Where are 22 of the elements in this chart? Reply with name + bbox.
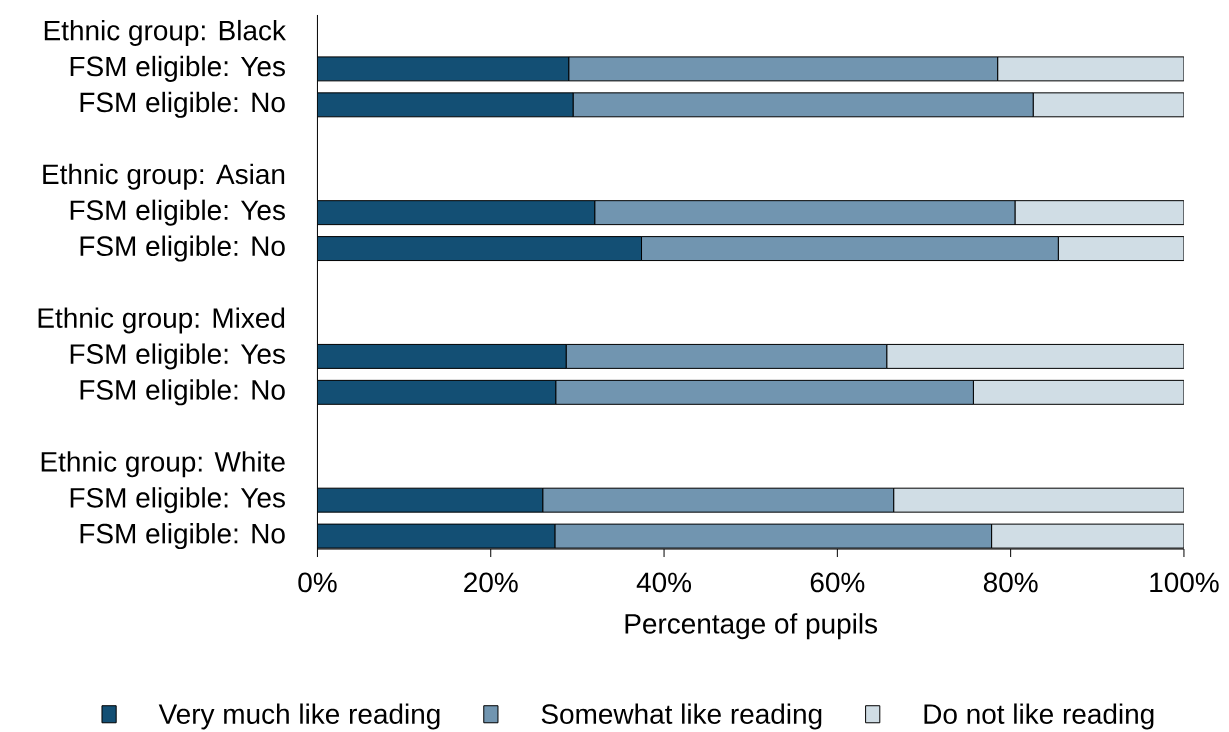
y-tick-label: Ethnic group: Black — [44, 19, 286, 47]
x-tick-label: 100% — [1150, 572, 1219, 593]
legend-label: Somewhat like reading — [541, 703, 822, 730]
legend-label: Do not like reading — [924, 703, 1154, 730]
y-tick-label: FSM eligible: Yes — [70, 199, 285, 226]
y-tick-label: Ethnic group: White — [41, 451, 285, 478]
x-axis-title: Percentage of pupils — [625, 613, 878, 640]
y-tick-label: FSM eligible: No — [80, 523, 285, 550]
y-tick-label: FSM eligible: Yes — [70, 343, 285, 370]
x-tick-label: 80% — [983, 572, 1038, 593]
y-tick-label: Ethnic group: Asian — [43, 163, 285, 190]
x-tick-label: 60% — [810, 572, 865, 593]
y-tick-label: FSM eligible: No — [80, 91, 285, 118]
y-tick-label: FSM eligible: No — [80, 379, 285, 406]
x-tick-label: 20% — [464, 572, 518, 593]
x-tick-label: 40% — [636, 572, 692, 593]
y-tick-label: FSM eligible: Yes — [70, 487, 285, 514]
y-tick-label: Ethnic group: Mixed — [38, 307, 285, 334]
y-tick-label: FSM eligible: Yes — [70, 55, 285, 82]
legend-label: Very much like reading — [158, 703, 440, 730]
y-tick-label: FSM eligible: No — [80, 235, 285, 262]
x-tick-label: 0% — [298, 572, 337, 593]
